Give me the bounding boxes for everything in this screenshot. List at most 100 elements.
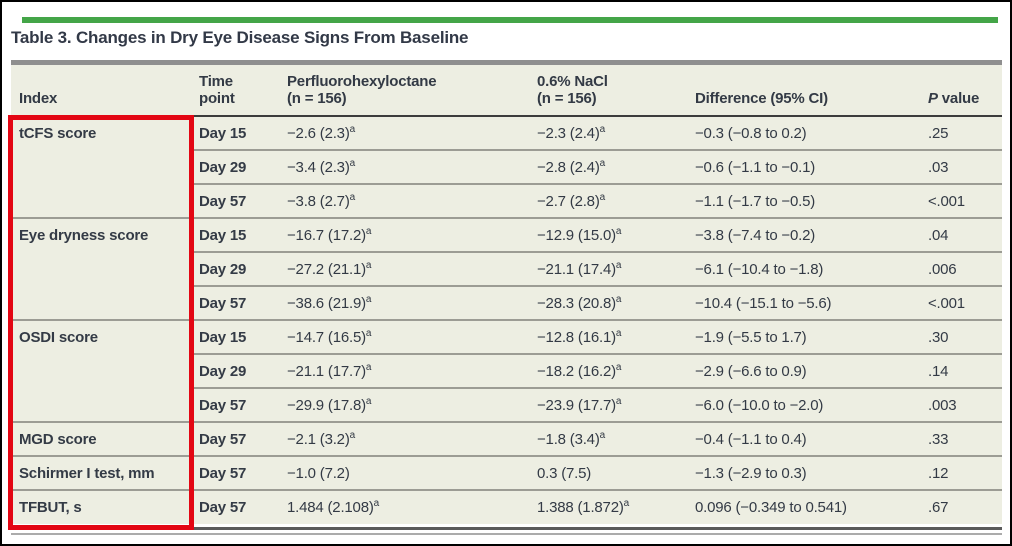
timepoint-cell: Day 57 (191, 456, 279, 491)
timepoint-cell: Day 15 (191, 320, 279, 355)
index-cell-osdi: OSDI score (11, 320, 191, 423)
table-bottom-rule-light (11, 533, 1002, 535)
timepoint-cell: Day 15 (191, 218, 279, 253)
difference-cell: −0.6 (−1.1 to −0.1) (687, 150, 920, 185)
drug-value-cell: −1.0 (7.2) (279, 456, 529, 491)
difference-cell: −2.9 (−6.6 to 0.9) (687, 354, 920, 389)
footnote-a-marker: a (599, 191, 606, 203)
table-row: Day 57 −38.6 (21.9)a −28.3 (20.8)a −10.4… (11, 286, 1002, 321)
footnote-a-marker: a (365, 259, 372, 271)
timepoint-cell: Day 57 (191, 422, 279, 457)
table-row: Eye dryness score Day 15 −16.7 (17.2)a −… (11, 218, 1002, 321)
pvalue-cell: <.001 (920, 184, 1002, 219)
pvalue-cell: <.001 (920, 286, 1002, 321)
table-row: TFBUT, s Day 57 1.484 (2.108)a 1.388 (1.… (11, 490, 1002, 524)
timepoint-cell: Day 57 (191, 184, 279, 219)
difference-cell: −10.4 (−15.1 to −5.6) (687, 286, 920, 321)
footnote-a-marker: a (615, 361, 622, 373)
footnote-a-marker: a (373, 498, 380, 509)
nacl-value-cell: −18.2 (16.2)a (529, 354, 687, 389)
footnote-a-marker: a (349, 429, 356, 441)
footnote-a-marker: a (349, 191, 356, 203)
pvalue-cell: .33 (920, 422, 1002, 457)
footnote-a-marker: a (365, 361, 372, 373)
footnote-a-marker: a (365, 327, 372, 339)
footnote-a-marker: a (365, 225, 372, 237)
nacl-value-cell: −1.8 (3.4)a (529, 422, 687, 457)
nacl-value-cell: −2.8 (2.4)a (529, 150, 687, 185)
table-row: Day 29 −27.2 (21.1)a −21.1 (17.4)a −6.1 … (11, 252, 1002, 287)
pvalue-cell: .25 (920, 116, 1002, 151)
difference-cell: −6.0 (−10.0 to −2.0) (687, 388, 920, 423)
drug-value-cell: −38.6 (21.9)a (279, 286, 529, 321)
timepoint-cell: Day 15 (191, 116, 279, 151)
pvalue-cell: .30 (920, 320, 1002, 355)
col-header-difference: Difference (95% CI) (687, 65, 920, 117)
table-bottom-rule-dark (11, 527, 1002, 530)
footnote-a-marker: a (349, 157, 356, 169)
drug-value-cell: −2.1 (3.2)a (279, 422, 529, 457)
difference-cell: 0.096 (−0.349 to 0.541) (695, 499, 847, 516)
difference-cell: −0.3 (−0.8 to 0.2) (687, 116, 920, 151)
nacl-value-cell: −12.8 (16.1)a (529, 320, 687, 355)
drug-value-cell: −16.7 (17.2)a (279, 218, 529, 253)
drug-value-cell: −21.1 (17.7)a (279, 354, 529, 389)
footnote-a-marker: a (623, 498, 630, 509)
difference-cell: −6.1 (−10.4 to −1.8) (687, 252, 920, 287)
pvalue-rest: value (937, 90, 980, 108)
footnote-a-marker: a (599, 123, 606, 135)
green-accent-bar (22, 17, 998, 23)
index-cell-eye-dryness: Eye dryness score (11, 218, 191, 321)
drug-value-cell: 1.484 (2.108)a (287, 498, 380, 517)
nacl-value-cell: −2.3 (2.4)a (529, 116, 687, 151)
difference-cell: −1.3 (−2.9 to 0.3) (687, 456, 920, 491)
pvalue-italic-p: P (928, 90, 938, 108)
difference-cell: −1.9 (−5.5 to 1.7) (687, 320, 920, 355)
footnote-a-marker: a (615, 293, 622, 305)
timepoint-cell: Day 57 (199, 499, 247, 516)
difference-cell: −3.8 (−7.4 to −0.2) (687, 218, 920, 253)
table-row: tCFS score Day 15 −2.6 (2.3)a −2.3 (2.4)… (11, 116, 1002, 219)
table-row: OSDI score Day 15 −14.7 (16.5)a −12.8 (1… (11, 320, 1002, 423)
nacl-value-cell: 0.3 (7.5) (529, 456, 687, 491)
pvalue-cell: .14 (920, 354, 1002, 389)
drug-value-cell: −2.6 (2.3)a (279, 116, 529, 151)
footnote-a-marker: a (615, 259, 622, 271)
drug-value-cell: −27.2 (21.1)a (279, 252, 529, 287)
pvalue-cell: .03 (920, 150, 1002, 185)
drug-value-cell: −3.8 (2.7)a (279, 184, 529, 219)
timepoint-cell: Day 57 (191, 286, 279, 321)
table-row: Day 29 −21.1 (17.7)a −18.2 (16.2)a −2.9 … (11, 354, 1002, 389)
col-header-perfluorohexyloctane: Perfluorohexyloctane (n = 156) (279, 65, 529, 117)
nacl-value-cell: 1.388 (1.872)a (537, 498, 630, 517)
header-top-rule (11, 60, 1002, 65)
footnote-a-marker: a (615, 327, 622, 339)
difference-cell: −0.4 (−1.1 to 0.4) (687, 422, 920, 457)
col-header-pvalue: P value (920, 65, 1002, 117)
footnote-a-marker: a (349, 123, 356, 135)
drug-value-cell: −29.9 (17.8)a (279, 388, 529, 423)
pvalue-cell: .003 (920, 388, 1002, 423)
footnote-a-marker: a (365, 293, 372, 305)
timepoint-cell: Day 29 (191, 252, 279, 287)
footnote-a-marker: a (365, 395, 372, 407)
footnote-a-marker: a (615, 395, 622, 407)
header-row: Index Time point Perfluorohexyloctane (n… (11, 65, 1002, 117)
drug-value-cell: −3.4 (2.3)a (279, 150, 529, 185)
table-row: Schirmer I test, mm Day 57 −1.0 (7.2) 0.… (11, 456, 1002, 491)
nacl-value-cell: −2.7 (2.8)a (529, 184, 687, 219)
col-header-nacl: 0.6% NaCl (n = 156) (529, 65, 687, 117)
index-cell-tcfs: tCFS score (11, 116, 191, 219)
table-row: Day 29 −3.4 (2.3)a −2.8 (2.4)a −0.6 (−1.… (11, 150, 1002, 185)
footnote-a-marker: a (599, 429, 606, 441)
drug-value-cell: −14.7 (16.5)a (279, 320, 529, 355)
nacl-value-cell: −12.9 (15.0)a (529, 218, 687, 253)
index-cell-mgd: MGD score (11, 422, 191, 457)
difference-cell: −1.1 (−1.7 to −0.5) (687, 184, 920, 219)
table-title: Table 3. Changes in Dry Eye Disease Sign… (11, 28, 469, 47)
pvalue-cell: .04 (920, 218, 1002, 253)
table-row: Day 57 −29.9 (17.8)a −23.9 (17.7)a −6.0 … (11, 388, 1002, 423)
table-row: Day 57 −3.8 (2.7)a −2.7 (2.8)a −1.1 (−1.… (11, 184, 1002, 219)
nacl-value-cell: −23.9 (17.7)a (529, 388, 687, 423)
